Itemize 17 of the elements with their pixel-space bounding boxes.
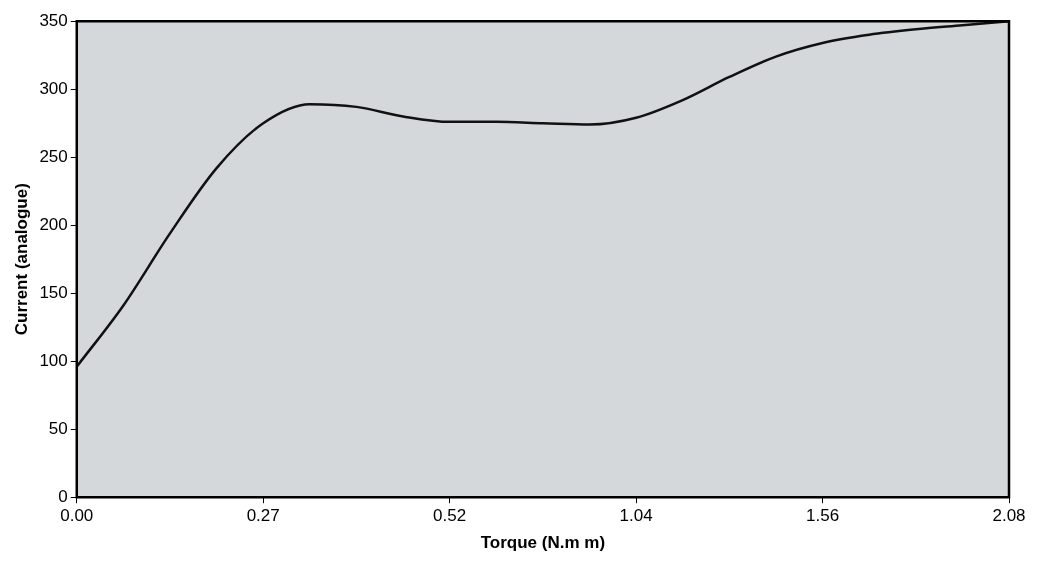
- y-tick-label: 100: [39, 350, 68, 370]
- y-tick-label: 0: [58, 486, 68, 506]
- x-axis-title: Torque (N.m m): [480, 533, 606, 553]
- x-tick-label: 1.56: [806, 506, 840, 526]
- y-tick-label: 350: [39, 10, 68, 30]
- x-tick-label: 2.08: [992, 506, 1026, 526]
- y-tick-label: 250: [39, 146, 68, 166]
- y-tick-label: 200: [39, 214, 68, 234]
- x-tick-label: 0.00: [60, 506, 94, 526]
- x-tick-label: 0.27: [246, 506, 280, 526]
- x-tick-label: 1.04: [619, 506, 653, 526]
- y-axis-title: Current (analogue): [11, 183, 31, 336]
- y-tick-label: 300: [39, 78, 68, 98]
- x-tick-label: 0.52: [433, 506, 467, 526]
- y-tick-label: 50: [48, 418, 68, 438]
- line-series: [75, 21, 1011, 368]
- y-tick-label: 150: [39, 282, 68, 302]
